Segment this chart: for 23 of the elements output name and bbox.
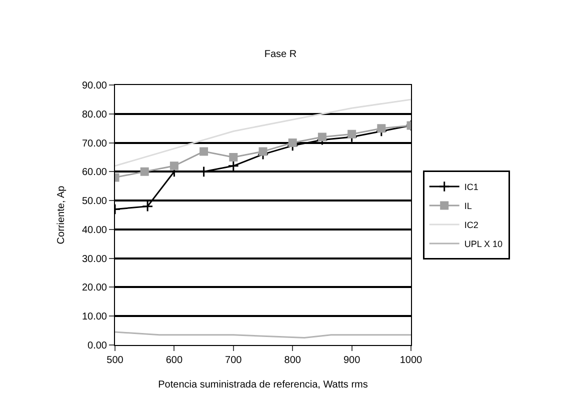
legend-label: UPL X 10 [464,239,503,250]
y-tick-label: 80.00 [82,109,108,120]
x-tick-label: 800 [284,355,302,366]
y-tick-label: 90.00 [82,80,108,92]
legend-label: IC1 [464,182,478,192]
legend-label: IC2 [464,220,478,230]
legend-label: IL [464,201,472,212]
x-tick-label: 600 [166,355,183,366]
x-tick-label: 500 [106,355,124,366]
y-tick-label: 20.00 [82,282,108,294]
x-axis-title: Potencia suministrada de referencia, Watts rms [158,380,368,390]
x-tick-label: 1000 [400,355,423,366]
chart-title: Fase R [264,48,297,60]
y-tick-label: 0.00 [88,340,108,352]
y-tick-label: 50.00 [82,196,108,208]
x-tick-label: 900 [343,355,361,366]
x-tick-label: 700 [225,355,242,366]
y-tick-label: 60.00 [82,167,108,178]
y-axis-title: Corriente, Ap [56,185,67,244]
y-tick-label: 30.00 [82,254,108,265]
y-tick-label: 40.00 [82,224,108,236]
y-tick-label: 70.00 [82,138,108,150]
y-tick-label: 10.00 [82,312,108,323]
